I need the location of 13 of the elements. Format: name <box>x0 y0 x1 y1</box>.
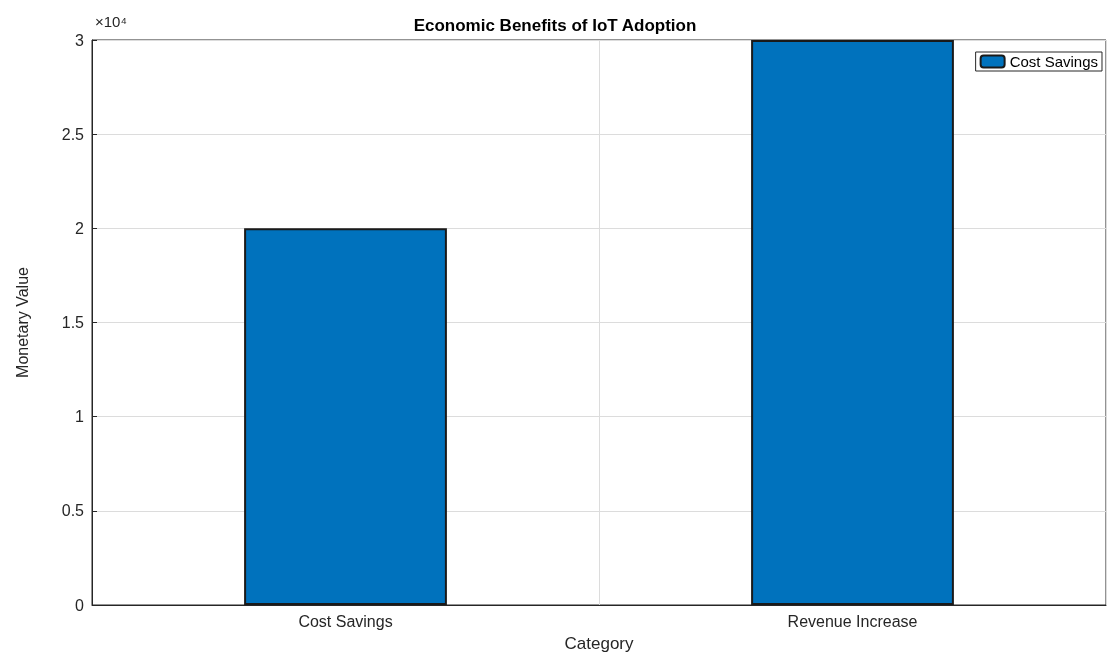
y-tick-label: 1.5 <box>61 314 85 331</box>
chart-title: Economic Benefits of IoT Adoption <box>413 16 697 35</box>
y-tick-label: 1 <box>75 408 85 426</box>
text: ×10⁴ <box>95 13 127 30</box>
y-tick-label: 0.5 <box>61 502 85 520</box>
y-axis-title: Monetary Value <box>13 266 31 378</box>
x-tick-label: Revenue Increase <box>787 612 918 630</box>
legend-label: Cost Savings <box>1009 53 1098 70</box>
y-tick-label: 0 <box>75 596 85 614</box>
y-tick-label: 2 <box>75 219 85 237</box>
y-tick-label: 2.5 <box>61 125 85 143</box>
x-axis-title: Category <box>564 634 634 653</box>
y-tick-label: 3 <box>75 31 85 49</box>
